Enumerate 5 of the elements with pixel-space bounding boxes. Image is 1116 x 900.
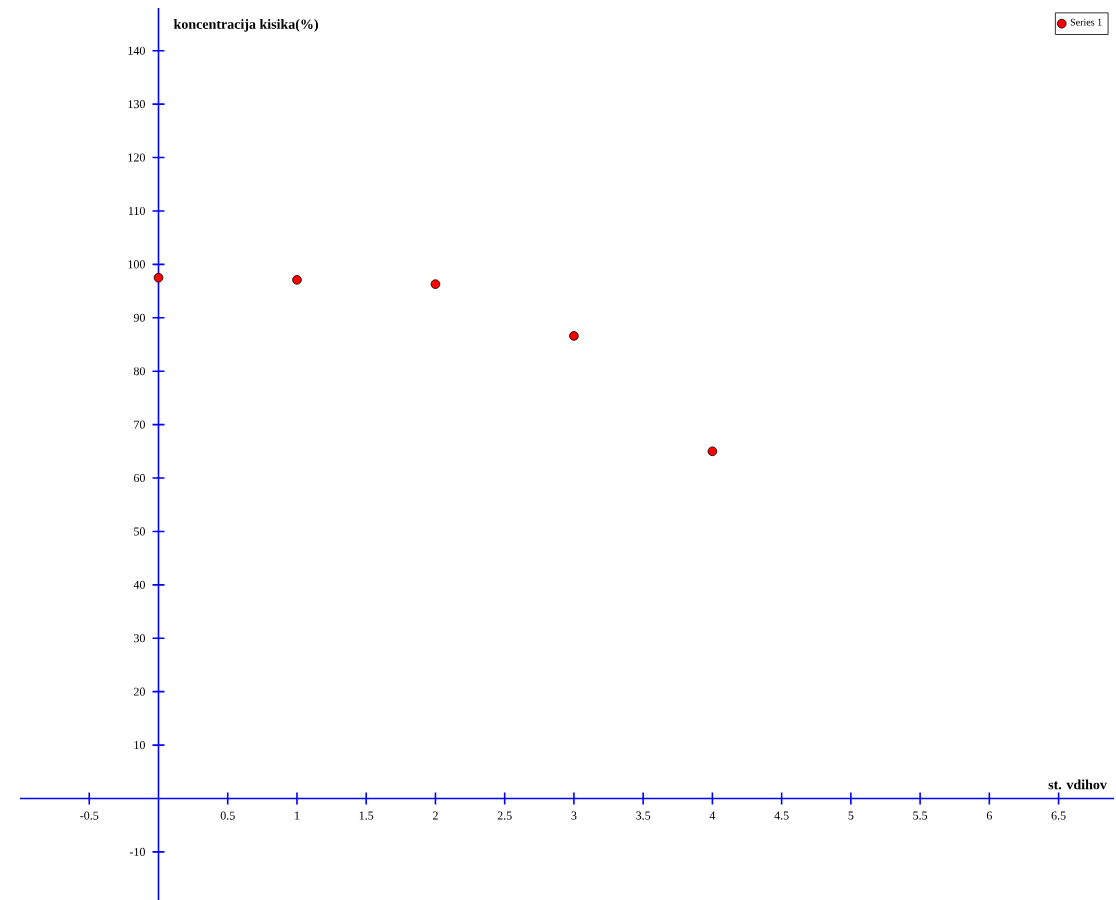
- point: [707, 446, 718, 457]
- point: [569, 331, 579, 341]
- point: [153, 272, 164, 283]
- point: [292, 275, 302, 285]
- point: [430, 279, 441, 289]
